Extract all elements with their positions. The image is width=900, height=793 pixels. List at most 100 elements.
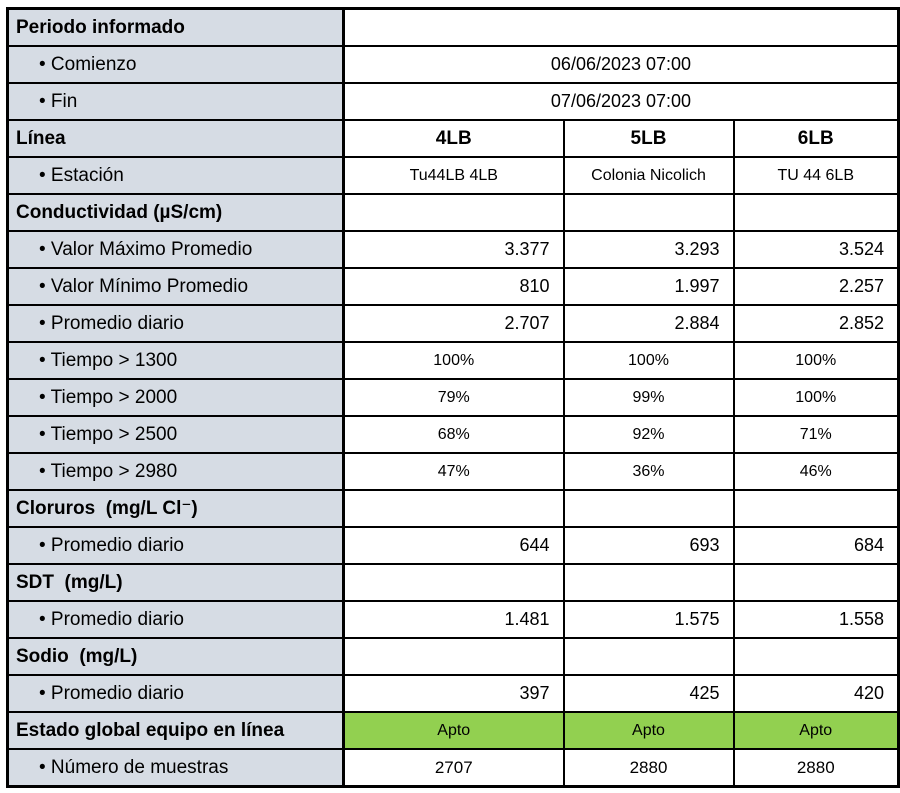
row-periodo-informado: Periodo informado: [6, 7, 900, 47]
tiempo-2980-4lb: 47%: [342, 452, 565, 491]
sdt-promedio-4lb: 1.481: [342, 600, 565, 639]
row-sdt-promedio-diario: • Promedio diario 1.481 1.575 1.558: [6, 600, 900, 639]
tiempo-2980-5lb: 36%: [562, 452, 735, 491]
row-valor-minimo-promedio: • Valor Mínimo Promedio 810 1.997 2.257: [6, 267, 900, 306]
valor-minimo-4lb: 810: [342, 267, 565, 306]
status-badge-4lb: Apto: [342, 711, 565, 750]
cloruros-empty-cell-4lb: [342, 489, 565, 528]
section-label-sdt: SDT (mg/L): [6, 563, 345, 602]
row-label-comienzo: • Comienzo: [6, 45, 345, 84]
sdt-empty-cell-6lb: [732, 563, 900, 602]
column-header-5lb: 5LB: [562, 119, 735, 158]
conductividad-empty-cell-4lb: [342, 193, 565, 232]
valor-maximo-4lb: 3.377: [342, 230, 565, 269]
row-conductividad-header: Conductividad (µS/cm): [6, 193, 900, 232]
row-tiempo-1300: • Tiempo > 1300 100% 100% 100%: [6, 341, 900, 380]
column-header-4lb: 4LB: [342, 119, 565, 158]
row-conductividad-promedio-diario: • Promedio diario 2.707 2.884 2.852: [6, 304, 900, 343]
row-tiempo-2000: • Tiempo > 2000 79% 99% 100%: [6, 378, 900, 417]
row-label-conductividad-promedio: • Promedio diario: [6, 304, 345, 343]
cloruros-promedio-5lb: 693: [562, 526, 735, 565]
section-label-cloruros: Cloruros (mg/L Cl⁻): [6, 489, 345, 528]
tiempo-2000-5lb: 99%: [562, 378, 735, 417]
muestras-6lb: 2880: [732, 748, 900, 788]
conductividad-promedio-6lb: 2.852: [732, 304, 900, 343]
row-label-valor-minimo: • Valor Mínimo Promedio: [6, 267, 345, 306]
tiempo-1300-5lb: 100%: [562, 341, 735, 380]
row-tiempo-2500: • Tiempo > 2500 68% 92% 71%: [6, 415, 900, 454]
conductividad-empty-cell-6lb: [732, 193, 900, 232]
row-numero-muestras: • Número de muestras 2707 2880 2880: [6, 748, 900, 788]
row-label-tiempo-1300: • Tiempo > 1300: [6, 341, 345, 380]
tiempo-1300-6lb: 100%: [732, 341, 900, 380]
row-label-numero-muestras: • Número de muestras: [6, 748, 345, 788]
row-comienzo: • Comienzo 06/06/2023 07:00: [6, 45, 900, 84]
tiempo-2980-6lb: 46%: [732, 452, 900, 491]
row-cloruros-promedio-diario: • Promedio diario 644 693 684: [6, 526, 900, 565]
row-valor-maximo-promedio: • Valor Máximo Promedio 3.377 3.293 3.52…: [6, 230, 900, 269]
tiempo-2500-5lb: 92%: [562, 415, 735, 454]
periodo-informado-empty-cell: [342, 7, 900, 47]
row-linea-headers: Línea 4LB 5LB 6LB: [6, 119, 900, 158]
comienzo-datetime-value: 06/06/2023 07:00: [342, 45, 900, 84]
sdt-empty-cell-4lb: [342, 563, 565, 602]
column-header-6lb: 6LB: [732, 119, 900, 158]
row-sodio-header: Sodio (mg/L): [6, 637, 900, 676]
row-label-tiempo-2500: • Tiempo > 2500: [6, 415, 345, 454]
row-label-sodio-promedio: • Promedio diario: [6, 674, 345, 713]
sodio-promedio-5lb: 425: [562, 674, 735, 713]
sdt-empty-cell-5lb: [562, 563, 735, 602]
valor-minimo-6lb: 2.257: [732, 267, 900, 306]
row-estado-global: Estado global equipo en línea Apto Apto …: [6, 711, 900, 750]
valor-minimo-5lb: 1.997: [562, 267, 735, 306]
conductividad-promedio-5lb: 2.884: [562, 304, 735, 343]
muestras-5lb: 2880: [562, 748, 735, 788]
sodio-empty-cell-6lb: [732, 637, 900, 676]
cloruros-empty-cell-5lb: [562, 489, 735, 528]
row-label-cloruros-promedio: • Promedio diario: [6, 526, 345, 565]
tiempo-1300-4lb: 100%: [342, 341, 565, 380]
tiempo-2500-6lb: 71%: [732, 415, 900, 454]
section-label-estado-global: Estado global equipo en línea: [6, 711, 345, 750]
sodio-empty-cell-5lb: [562, 637, 735, 676]
valor-maximo-5lb: 3.293: [562, 230, 735, 269]
section-label-periodo-informado: Periodo informado: [6, 7, 345, 47]
muestras-4lb: 2707: [342, 748, 565, 788]
section-label-sodio: Sodio (mg/L): [6, 637, 345, 676]
tiempo-2500-4lb: 68%: [342, 415, 565, 454]
status-badge-6lb: Apto: [732, 711, 900, 750]
row-label-sdt-promedio: • Promedio diario: [6, 600, 345, 639]
row-estacion: • Estación Tu44LB 4LB Colonia Nicolich T…: [6, 156, 900, 195]
row-label-tiempo-2980: • Tiempo > 2980: [6, 452, 345, 491]
row-sodio-promedio-diario: • Promedio diario 397 425 420: [6, 674, 900, 713]
section-label-linea: Línea: [6, 119, 345, 158]
conductividad-promedio-4lb: 2.707: [342, 304, 565, 343]
status-badge-5lb: Apto: [562, 711, 735, 750]
sdt-promedio-6lb: 1.558: [732, 600, 900, 639]
estacion-value-5lb: Colonia Nicolich: [562, 156, 735, 195]
tiempo-2000-4lb: 79%: [342, 378, 565, 417]
row-tiempo-2980: • Tiempo > 2980 47% 36% 46%: [6, 452, 900, 491]
sodio-promedio-6lb: 420: [732, 674, 900, 713]
row-sdt-header: SDT (mg/L): [6, 563, 900, 602]
water-quality-report-table: Periodo informado • Comienzo 06/06/2023 …: [6, 7, 900, 788]
cloruros-empty-cell-6lb: [732, 489, 900, 528]
valor-maximo-6lb: 3.524: [732, 230, 900, 269]
conductividad-empty-cell-5lb: [562, 193, 735, 232]
row-label-tiempo-2000: • Tiempo > 2000: [6, 378, 345, 417]
sodio-empty-cell-4lb: [342, 637, 565, 676]
row-label-estacion: • Estación: [6, 156, 345, 195]
estacion-value-6lb: TU 44 6LB: [732, 156, 900, 195]
row-cloruros-header: Cloruros (mg/L Cl⁻): [6, 489, 900, 528]
sdt-promedio-5lb: 1.575: [562, 600, 735, 639]
section-label-conductividad: Conductividad (µS/cm): [6, 193, 345, 232]
estacion-value-4lb: Tu44LB 4LB: [342, 156, 565, 195]
row-fin: • Fin 07/06/2023 07:00: [6, 82, 900, 121]
row-label-valor-maximo: • Valor Máximo Promedio: [6, 230, 345, 269]
fin-datetime-value: 07/06/2023 07:00: [342, 82, 900, 121]
sodio-promedio-4lb: 397: [342, 674, 565, 713]
cloruros-promedio-6lb: 684: [732, 526, 900, 565]
row-label-fin: • Fin: [6, 82, 345, 121]
cloruros-promedio-4lb: 644: [342, 526, 565, 565]
tiempo-2000-6lb: 100%: [732, 378, 900, 417]
